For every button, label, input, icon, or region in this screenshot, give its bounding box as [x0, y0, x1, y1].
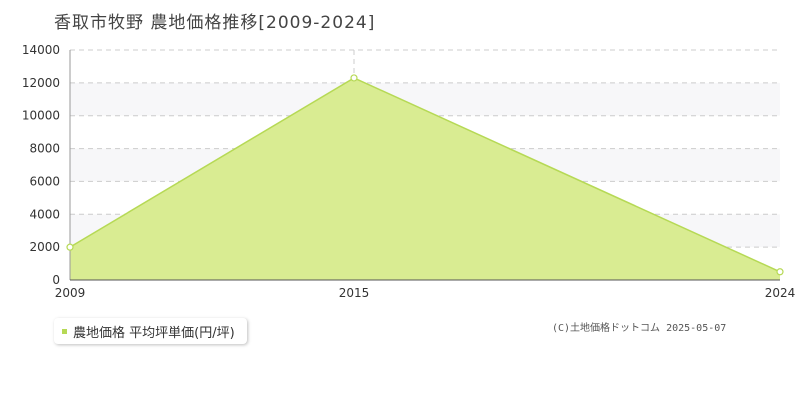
y-tick-label: 12000	[22, 76, 60, 90]
y-tick-label: 2000	[29, 240, 60, 254]
y-tick-label: 4000	[29, 207, 60, 221]
y-tick-label: 6000	[29, 174, 60, 188]
y-tick-label: 10000	[22, 109, 60, 123]
chart-title: 香取市牧野 農地価格推移[2009-2024]	[54, 13, 376, 33]
copyright-credit: (C)土地価格ドットコム 2025-05-07	[552, 323, 727, 334]
data-point	[66, 243, 74, 251]
y-tick-label: 14000	[22, 43, 60, 57]
x-tick-label: 2024	[765, 286, 796, 300]
legend-label: 農地価格 平均坪単価(円/坪)	[73, 325, 235, 341]
y-tick-label: 8000	[29, 142, 60, 156]
legend-swatch	[62, 328, 67, 334]
data-point	[350, 74, 358, 82]
data-point	[776, 268, 784, 276]
x-tick-label: 2015	[339, 286, 370, 300]
area-fill	[70, 77, 780, 280]
x-tick-label: 2009	[55, 286, 86, 300]
legend: 農地価格 平均坪単価(円/坪)	[54, 318, 247, 344]
y-tick-label: 0	[52, 273, 60, 287]
